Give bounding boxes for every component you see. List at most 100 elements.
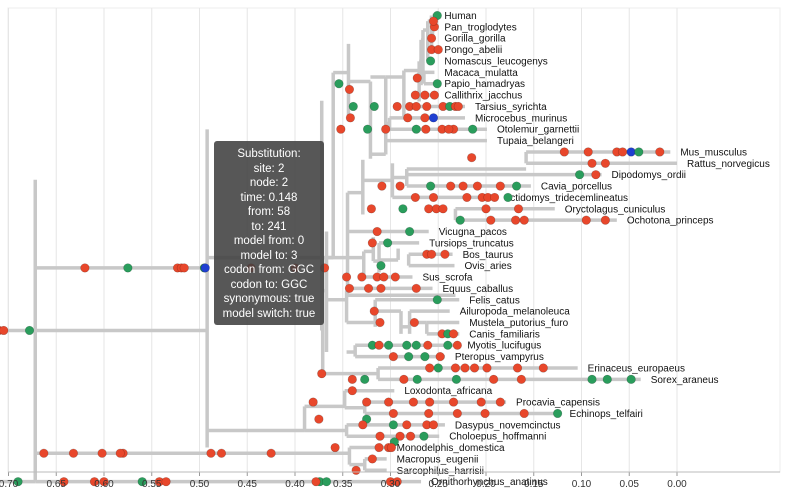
substitution-point[interactable] [422, 101, 432, 112]
substitution-point[interactable] [426, 249, 437, 259]
substitution-point[interactable] [452, 408, 462, 419]
substitution-point[interactable] [450, 363, 461, 373]
substitution-point[interactable] [347, 374, 357, 384]
substitution-point[interactable] [428, 113, 439, 123]
substitution-point[interactable] [410, 192, 420, 203]
substitution-point[interactable] [383, 397, 394, 407]
substitution-point[interactable] [59, 477, 69, 487]
substitution-point[interactable] [345, 113, 355, 123]
substitution-point[interactable] [0, 325, 9, 336]
substitution-point[interactable] [634, 147, 644, 157]
substitution-point[interactable] [409, 317, 419, 328]
substitution-point[interactable] [559, 147, 569, 157]
substitution-point[interactable] [383, 238, 393, 248]
substitution-point[interactable] [444, 124, 454, 134]
substitution-point[interactable] [420, 90, 430, 100]
substitution-point[interactable] [362, 124, 373, 134]
substitution-point[interactable] [321, 477, 332, 487]
substitution-point[interactable] [480, 408, 490, 419]
substitution-point[interactable] [587, 158, 597, 168]
substitution-point[interactable] [341, 272, 352, 282]
substitution-point[interactable] [367, 238, 377, 248]
substitution-point[interactable] [402, 420, 412, 430]
substitution-point[interactable] [428, 420, 439, 430]
substitution-point[interactable] [161, 477, 171, 487]
substitution-point[interactable] [405, 431, 416, 441]
substitution-point[interactable] [308, 397, 318, 407]
substitution-point[interactable] [448, 397, 459, 407]
substitution-point[interactable] [468, 124, 478, 134]
substitution-point[interactable] [574, 170, 585, 180]
substitution-point[interactable] [358, 420, 368, 430]
substitution-point[interactable] [344, 84, 355, 95]
substitution-point[interactable] [412, 374, 422, 384]
substitution-point[interactable] [600, 158, 610, 168]
substitution-point[interactable] [460, 363, 470, 373]
substitution-point[interactable] [334, 79, 344, 89]
substitution-point[interactable] [388, 352, 398, 362]
substitution-point[interactable] [440, 249, 450, 259]
substitution-point[interactable] [366, 204, 377, 214]
substitution-point[interactable] [379, 272, 389, 282]
substitution-point[interactable] [513, 204, 524, 214]
substitution-point[interactable] [388, 408, 398, 419]
substitution-point[interactable] [411, 124, 421, 134]
substitution-point[interactable] [583, 147, 593, 157]
substitution-point[interactable] [426, 56, 436, 66]
substitution-point[interactable] [472, 181, 483, 191]
substitution-point[interactable] [420, 113, 430, 123]
substitution-point[interactable] [89, 477, 100, 487]
substitution-point[interactable] [581, 215, 591, 225]
substitution-point[interactable] [433, 45, 443, 55]
substitution-point[interactable] [311, 477, 321, 487]
substitution-point[interactable] [375, 431, 385, 441]
substitution-point[interactable] [395, 431, 405, 441]
substitution-point[interactable] [482, 363, 492, 373]
substitution-point[interactable] [420, 352, 430, 362]
substitution-point[interactable] [511, 215, 521, 225]
substitution-point[interactable] [587, 374, 597, 384]
substitution-point[interactable] [351, 465, 361, 475]
substitution-point[interactable] [411, 283, 421, 293]
substitution-point[interactable] [179, 263, 189, 273]
substitution-point[interactable] [410, 90, 420, 100]
substitution-point[interactable] [421, 124, 431, 134]
substitution-point[interactable] [443, 340, 453, 350]
substitution-point[interactable] [426, 181, 436, 191]
substitution-point[interactable] [369, 306, 379, 316]
substitution-point[interactable] [516, 374, 526, 384]
substitution-point[interactable] [489, 374, 499, 384]
substitution-point[interactable] [408, 397, 419, 407]
substitution-point[interactable] [68, 448, 79, 458]
substitution-point[interactable] [411, 101, 421, 112]
substitution-point[interactable] [503, 192, 513, 203]
substitution-point[interactable] [451, 374, 461, 384]
substitution-point[interactable] [495, 181, 505, 191]
substitution-point[interactable] [330, 442, 340, 453]
substitution-point[interactable] [423, 340, 433, 350]
substitution-point[interactable] [386, 442, 397, 453]
substitution-point[interactable] [362, 397, 372, 407]
substitution-point[interactable] [405, 226, 415, 237]
substitution-point[interactable] [602, 374, 612, 384]
substitution-point[interactable] [392, 477, 402, 487]
substitution-point[interactable] [376, 261, 386, 271]
substitution-point[interactable] [24, 325, 35, 336]
substitution-point[interactable] [419, 431, 429, 441]
substitution-point[interactable] [216, 448, 227, 458]
substitution-point[interactable] [453, 101, 463, 112]
substitution-point[interactable] [626, 147, 636, 157]
substitution-point[interactable] [200, 263, 210, 273]
substitution-point[interactable] [377, 181, 387, 191]
substitution-point[interactable] [600, 215, 610, 225]
substitution-point[interactable] [469, 363, 480, 373]
substitution-point[interactable] [438, 204, 448, 214]
substitution-point[interactable] [404, 352, 414, 362]
substitution-point[interactable] [266, 448, 276, 458]
substitution-point[interactable] [424, 204, 434, 214]
substitution-point[interactable] [336, 124, 346, 134]
substitution-point[interactable] [344, 283, 355, 293]
substitution-point[interactable] [426, 33, 437, 43]
substitution-point[interactable] [538, 363, 548, 373]
substitution-point[interactable] [357, 272, 367, 282]
